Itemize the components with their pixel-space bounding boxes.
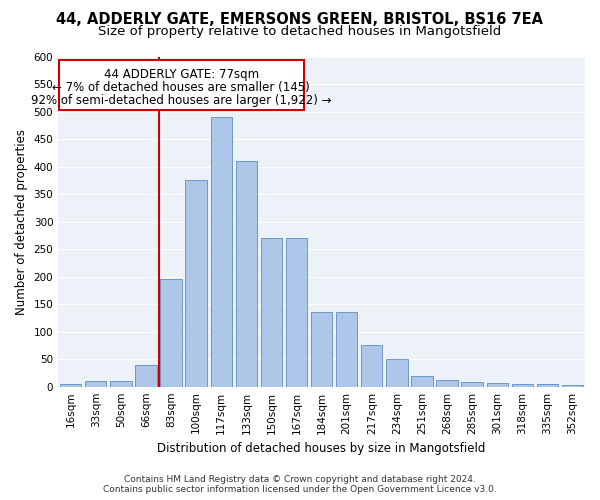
Text: 92% of semi-detached houses are larger (1,922) →: 92% of semi-detached houses are larger (… — [31, 94, 332, 108]
Bar — [386, 359, 407, 386]
Bar — [185, 180, 207, 386]
Bar — [487, 383, 508, 386]
Bar — [136, 364, 157, 386]
Text: Contains HM Land Registry data © Crown copyright and database right 2024.
Contai: Contains HM Land Registry data © Crown c… — [103, 474, 497, 494]
X-axis label: Distribution of detached houses by size in Mangotsfield: Distribution of detached houses by size … — [157, 442, 486, 455]
Bar — [85, 381, 106, 386]
Y-axis label: Number of detached properties: Number of detached properties — [15, 128, 28, 314]
Bar — [411, 376, 433, 386]
Text: Size of property relative to detached houses in Mangotsfield: Size of property relative to detached ho… — [98, 25, 502, 38]
Bar — [461, 382, 483, 386]
FancyBboxPatch shape — [59, 60, 304, 110]
Bar — [361, 346, 382, 387]
Bar — [537, 384, 558, 386]
Bar — [160, 280, 182, 386]
Bar — [211, 117, 232, 386]
Text: ← 7% of detached houses are smaller (145): ← 7% of detached houses are smaller (145… — [52, 82, 310, 94]
Bar — [436, 380, 458, 386]
Bar — [236, 161, 257, 386]
Text: 44 ADDERLY GATE: 77sqm: 44 ADDERLY GATE: 77sqm — [104, 68, 259, 81]
Bar — [110, 381, 131, 386]
Bar — [336, 312, 358, 386]
Bar — [512, 384, 533, 386]
Bar — [60, 384, 82, 386]
Text: 44, ADDERLY GATE, EMERSONS GREEN, BRISTOL, BS16 7EA: 44, ADDERLY GATE, EMERSONS GREEN, BRISTO… — [56, 12, 544, 28]
Bar — [311, 312, 332, 386]
Bar — [562, 385, 583, 386]
Bar — [286, 238, 307, 386]
Bar — [261, 238, 282, 386]
